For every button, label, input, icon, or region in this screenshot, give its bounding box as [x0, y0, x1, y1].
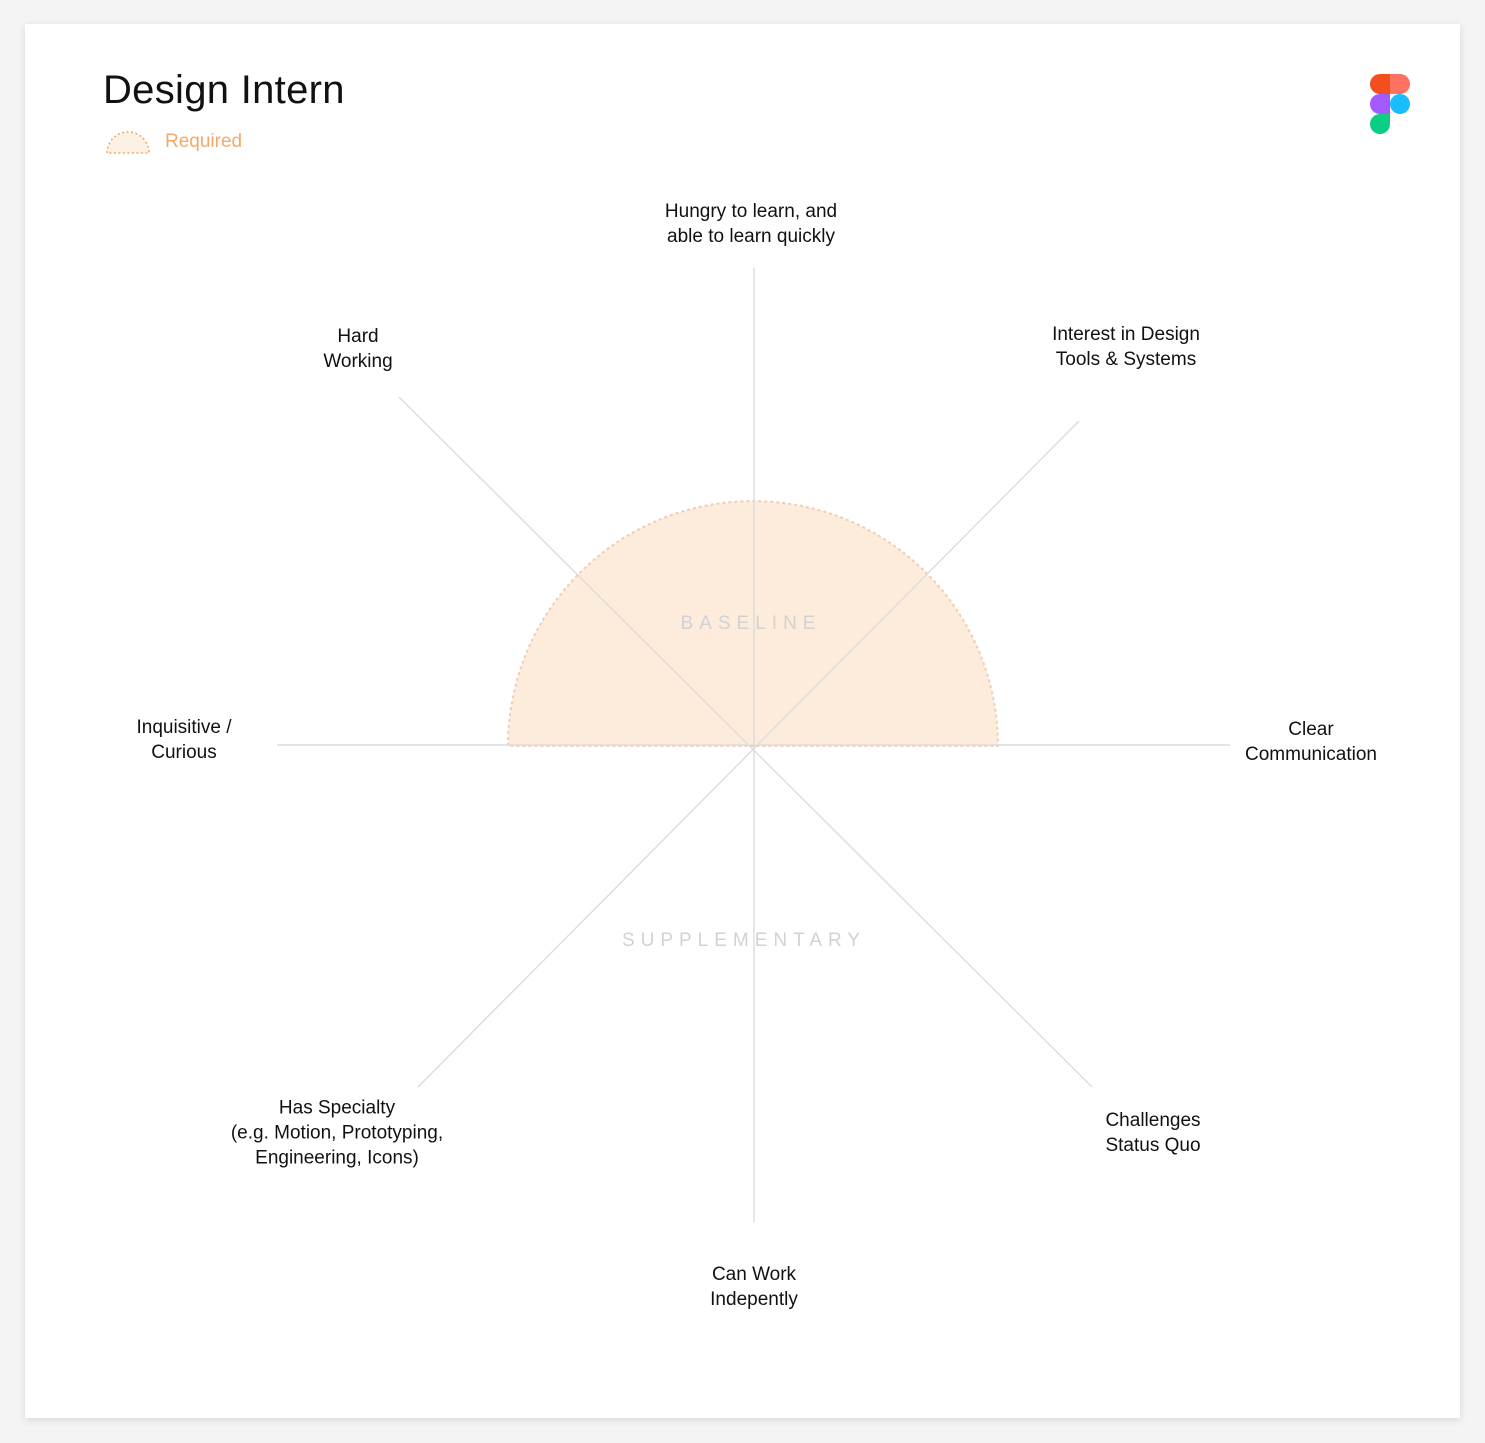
axis-line-diagonal-up: [417, 420, 1080, 1088]
axis-label-hard-working: Hard Working: [323, 326, 393, 372]
axis-label-curious: Inquisitive / Curious: [136, 717, 232, 763]
axis-line-diagonal-down: [398, 396, 1093, 1088]
axis-label-independent: Can Work Indepently: [710, 1264, 798, 1310]
baseline-label: BASELINE: [680, 613, 822, 634]
axis-label-hungry: Hungry to learn, and able to learn quick…: [664, 201, 838, 247]
required-swatch-icon: [106, 131, 150, 154]
page-title: Design Intern: [103, 68, 345, 112]
axis-label-status-quo: Challenges Status Quo: [1105, 1110, 1201, 1156]
legend-required-label: Required: [165, 131, 243, 152]
figma-logo-icon: [1370, 74, 1410, 134]
axis-label-communication: Clear Communication: [1245, 719, 1377, 765]
axis-label-specialty: Has Specialty (e.g. Motion, Prototyping,…: [230, 1097, 444, 1169]
radar-diagram: [277, 268, 1230, 1222]
legend: Required: [105, 128, 242, 156]
axis-label-design-tools: Interest in Design Tools & Systems: [1052, 324, 1200, 370]
diagram-card: Design Intern Required BASELINE SUPPLEME…: [25, 24, 1460, 1418]
baseline-region: [506, 500, 1000, 747]
supplementary-label: SUPPLEMENTARY: [621, 930, 867, 951]
